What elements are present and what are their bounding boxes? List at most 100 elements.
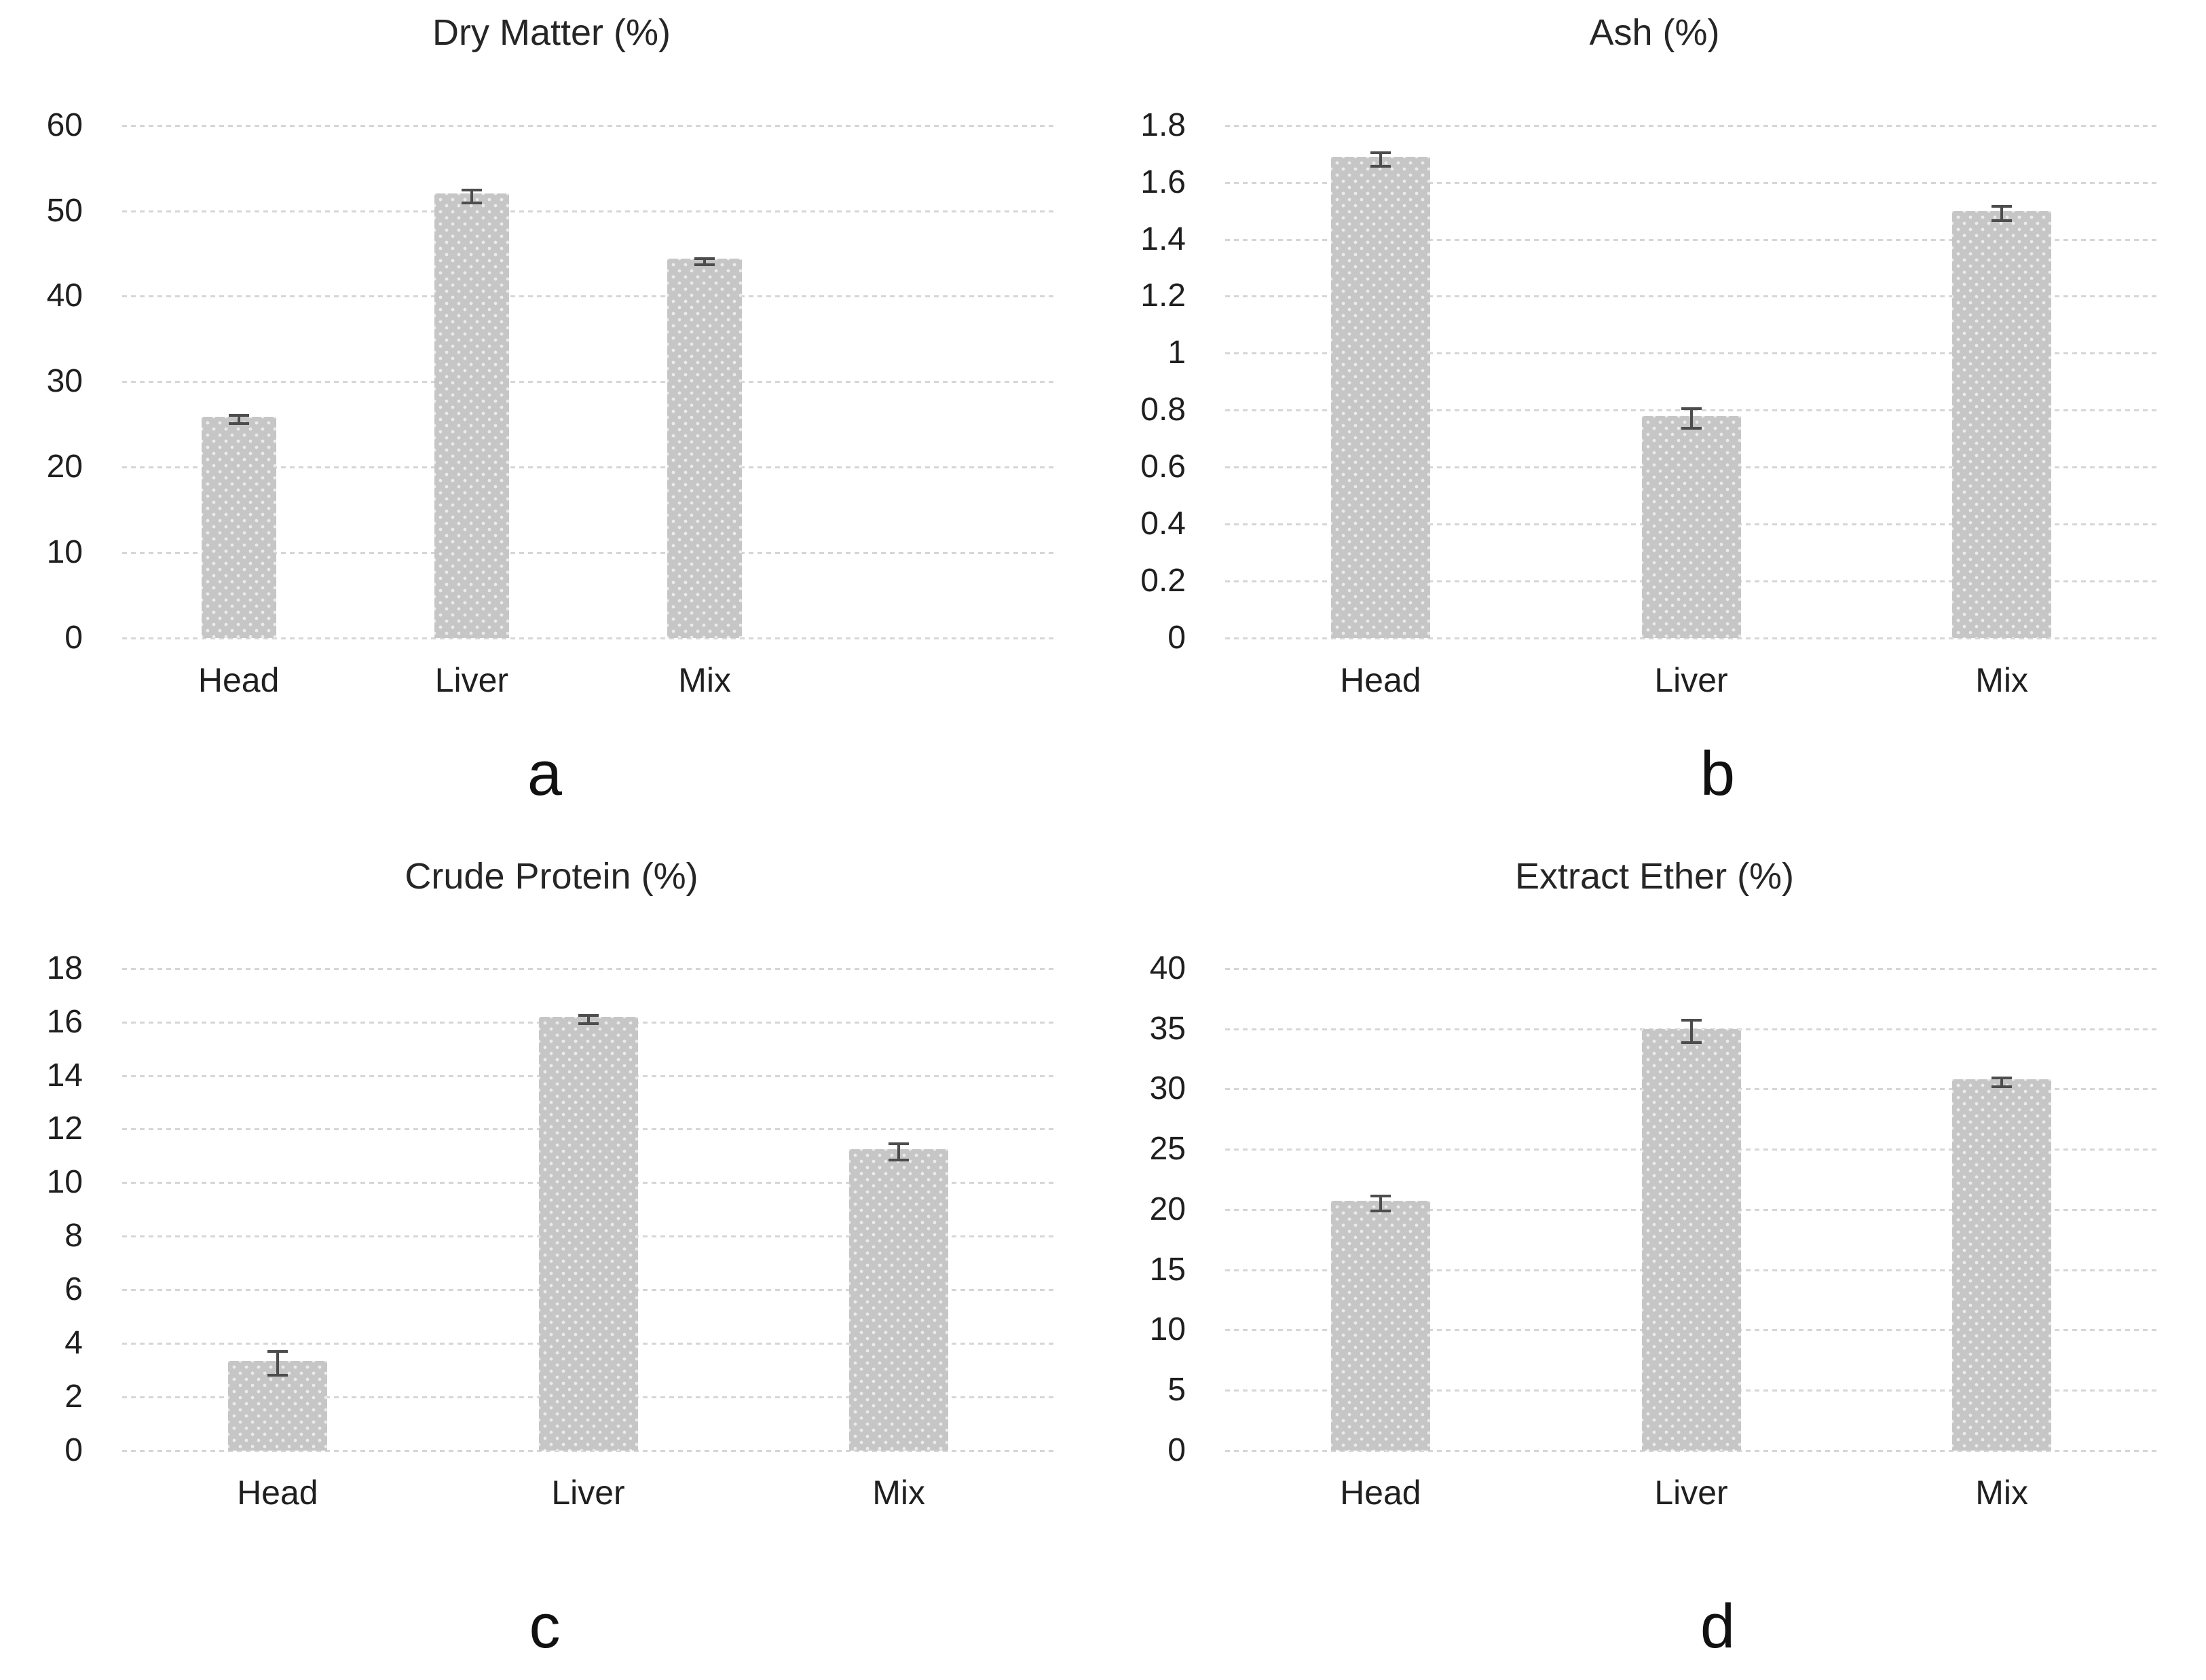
- y-tick-label: 1.4: [1140, 221, 1186, 257]
- gridline: [122, 466, 1054, 469]
- error-bar-stem: [1379, 153, 1382, 166]
- y-tick-label: 4: [64, 1325, 83, 1362]
- error-bar-liver: [578, 1013, 599, 1025]
- y-tick-label: 1.6: [1140, 164, 1186, 200]
- y-tick-label: 2: [64, 1378, 83, 1415]
- error-bar-head: [228, 414, 249, 425]
- y-axis: 0 10 20 30 40 50 60: [0, 109, 122, 654]
- category-label-mix: Mix: [872, 1473, 926, 1512]
- gridline: [1225, 637, 2157, 639]
- gridline: [122, 637, 1054, 639]
- chart-title: Crude Protein (%): [405, 856, 698, 897]
- chart-title: Dry Matter (%): [432, 12, 671, 53]
- y-tick-label: 0: [64, 619, 83, 656]
- error-bar-stem: [586, 1016, 590, 1022]
- gridline: [1225, 967, 2157, 970]
- y-tick-label: 50: [46, 192, 83, 229]
- error-bar-stem: [237, 417, 240, 422]
- y-tick-label: 40: [1149, 950, 1186, 986]
- gridline: [122, 1449, 1054, 1452]
- category-label-liver: Liver: [1654, 660, 1728, 699]
- error-bar-mix: [889, 1142, 910, 1161]
- bar-liver: [538, 1016, 638, 1451]
- gridline: [1225, 352, 2157, 355]
- chart-panel-b: Ash (%) 0 0.2 0.4 0.6 0.8 1 1.2 1.4 1.6 1.8 Head L…: [1103, 0, 2206, 840]
- bar-mix: [667, 259, 743, 638]
- error-bar-mix: [694, 257, 715, 266]
- category-label-head: Head: [1340, 1473, 1421, 1512]
- error-bar-liver: [461, 188, 482, 204]
- plot-area: Head Liver Mix: [1225, 124, 2157, 699]
- chart-panel-a: Dry Matter (%) 0 10 20 30 40 50 60 Head Liver Mi…: [0, 0, 1103, 840]
- y-axis: 0 2 4 6 8 10 12 14 16 18: [0, 952, 122, 1466]
- bar-head: [201, 416, 276, 638]
- plot-area: Head Liver Mix: [1225, 967, 2157, 1512]
- y-tick-label: 0.6: [1140, 449, 1186, 485]
- y-tick-label: 0: [1167, 1432, 1186, 1468]
- panel-letter: a: [527, 739, 563, 808]
- error-bar-stem: [276, 1352, 279, 1375]
- category-label-liver: Liver: [434, 660, 509, 699]
- y-tick-label: 0.2: [1140, 562, 1186, 599]
- panel-letter: c: [529, 1591, 561, 1661]
- panel-letter: d: [1700, 1591, 1736, 1661]
- bar-mix: [1952, 210, 2052, 638]
- gridline: [122, 295, 1054, 298]
- error-bar-head: [1370, 1195, 1391, 1213]
- y-tick-label: 1.8: [1140, 107, 1186, 143]
- category-label-liver: Liver: [551, 1473, 625, 1512]
- y-tick-label: 1: [1167, 335, 1186, 371]
- y-tick-label: 10: [46, 534, 83, 570]
- bar-mix: [1952, 1079, 2052, 1451]
- category-label-mix: Mix: [1975, 660, 2029, 699]
- y-tick-label: 18: [46, 950, 83, 986]
- chart-panel-c: Crude Protein (%) 0 2 4 6 8 10 12 14 16 18 Head Li…: [0, 840, 1103, 1680]
- error-bar-stem: [1689, 410, 1693, 428]
- chart-body: 0 10 20 30 40 50 60 Head Liver Mix: [0, 109, 1103, 699]
- y-tick-label: 1.2: [1140, 278, 1186, 314]
- gridline: [1225, 181, 2157, 184]
- plot-area: Head Liver Mix: [122, 967, 1054, 1512]
- error-bar-head: [267, 1349, 288, 1377]
- gridline: [122, 381, 1054, 384]
- error-bar-stem: [897, 1145, 901, 1159]
- category-label-mix: Mix: [1975, 1473, 2029, 1512]
- category-label-head: Head: [198, 660, 280, 699]
- gridline: [122, 210, 1054, 212]
- y-axis: 0 5 10 15 20 25 30 35 40: [1103, 952, 1225, 1466]
- y-tick-label: 5: [1167, 1372, 1186, 1408]
- y-tick-label: 20: [1149, 1191, 1186, 1227]
- error-bar-stem: [470, 191, 473, 202]
- error-bar-stem: [1689, 1022, 1693, 1041]
- gridline: [1225, 238, 2157, 241]
- plot-area: Head Liver Mix: [122, 124, 1054, 699]
- y-tick-label: 0: [1167, 619, 1186, 656]
- error-bar-mix: [1992, 1076, 2013, 1088]
- category-label-head: Head: [237, 1473, 318, 1512]
- bar-liver: [1641, 1028, 1741, 1451]
- bar-mix: [849, 1149, 949, 1451]
- y-tick-label: 0: [64, 1432, 83, 1468]
- error-bar-mix: [1992, 205, 2013, 222]
- chart-panel-d: Extract Ether (%) 0 5 10 15 20 25 30 35 40 Head L…: [1103, 840, 2206, 1680]
- bar-liver: [434, 193, 509, 638]
- y-tick-label: 14: [46, 1057, 83, 1094]
- panel-letter: b: [1700, 739, 1736, 808]
- error-bar-stem: [1379, 1197, 1382, 1210]
- bar-head: [1330, 1201, 1430, 1451]
- gridline: [1225, 1449, 2157, 1452]
- chart-title: Extract Ether (%): [1514, 856, 1795, 897]
- error-bar-stem: [2000, 1079, 2004, 1085]
- error-bar-liver: [1681, 1019, 1702, 1044]
- gridline: [122, 967, 1054, 970]
- gridline: [1225, 124, 2157, 127]
- bar-liver: [1641, 415, 1741, 638]
- y-tick-label: 15: [1149, 1251, 1186, 1288]
- y-tick-label: 60: [46, 107, 83, 143]
- y-tick-label: 35: [1149, 1010, 1186, 1047]
- error-bar-head: [1370, 151, 1391, 168]
- gridline: [1225, 295, 2157, 298]
- y-tick-label: 0.4: [1140, 506, 1186, 542]
- y-tick-label: 0.8: [1140, 392, 1186, 428]
- y-axis: 0 0.2 0.4 0.6 0.8 1 1.2 1.4 1.6 1.8: [1103, 109, 1225, 654]
